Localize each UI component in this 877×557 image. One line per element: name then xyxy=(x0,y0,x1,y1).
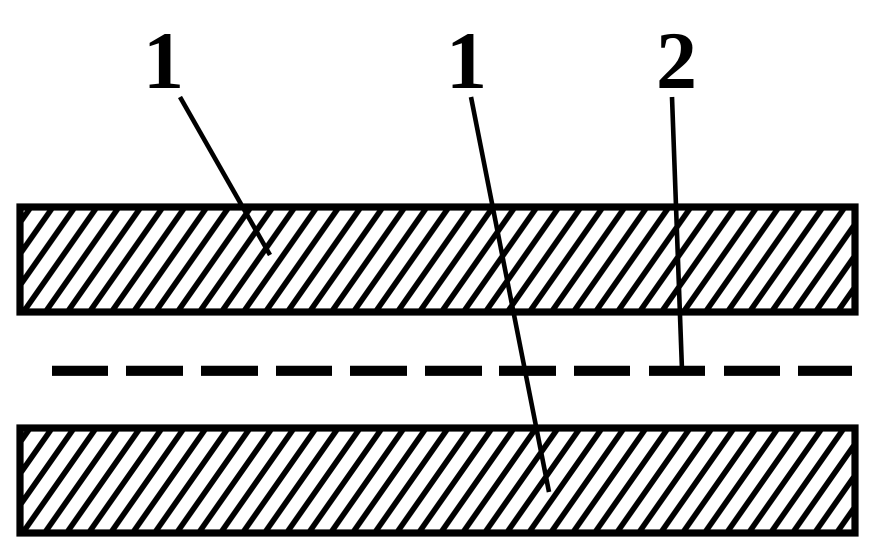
label-1b: 1 xyxy=(446,14,487,108)
layer-top xyxy=(20,207,855,312)
layer-bottom xyxy=(20,428,855,533)
label-2: 2 xyxy=(656,14,697,108)
label-1a: 1 xyxy=(143,14,184,108)
diagram-svg xyxy=(0,0,877,557)
diagram-canvas: 1 1 2 xyxy=(0,0,877,557)
